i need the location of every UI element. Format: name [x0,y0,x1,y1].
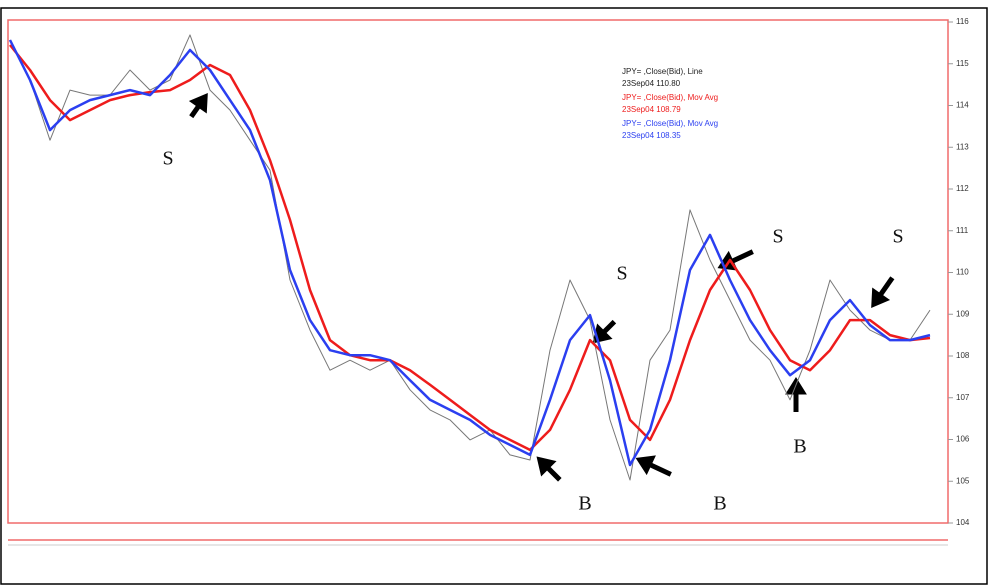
y-tick-label: 106 [956,435,970,444]
y-tick-label: 104 [956,518,970,527]
y-tick-label: 105 [956,476,970,485]
annotation: S [892,226,903,248]
y-tick-label: 115 [956,59,969,68]
y-tick-label: 113 [956,142,969,151]
annotation: S [772,226,783,248]
legend-label: JPY= ,Close(Bid), Mov Avg [622,93,718,102]
legend-note: 23Sep04 110.80 [622,79,681,88]
legend-label: JPY= ,Close(Bid), Line [622,67,703,76]
y-tick-label: 110 [956,268,969,277]
y-tick-label: 112 [956,184,969,193]
annotation: S [616,263,627,285]
series-line [8,39,931,467]
series-line [9,44,931,452]
annotation: B [793,436,806,458]
annotation: B [713,493,726,515]
y-tick-label: 108 [956,351,970,360]
legend-note: 23Sep04 108.79 [622,105,681,114]
annotation: B [578,493,591,515]
y-tick-label: 114 [956,101,969,110]
annotation: S [162,148,173,170]
y-tick-label: 111 [956,226,969,235]
plot-area [7,19,949,524]
y-tick-label: 107 [956,393,970,402]
y-tick-label: 109 [956,309,970,318]
legend-label: JPY= ,Close(Bid), Mov Avg [622,119,718,128]
legend-note: 23Sep04 108.35 [622,131,681,140]
arrows [188,92,895,482]
y-tick-label: 116 [956,17,969,26]
